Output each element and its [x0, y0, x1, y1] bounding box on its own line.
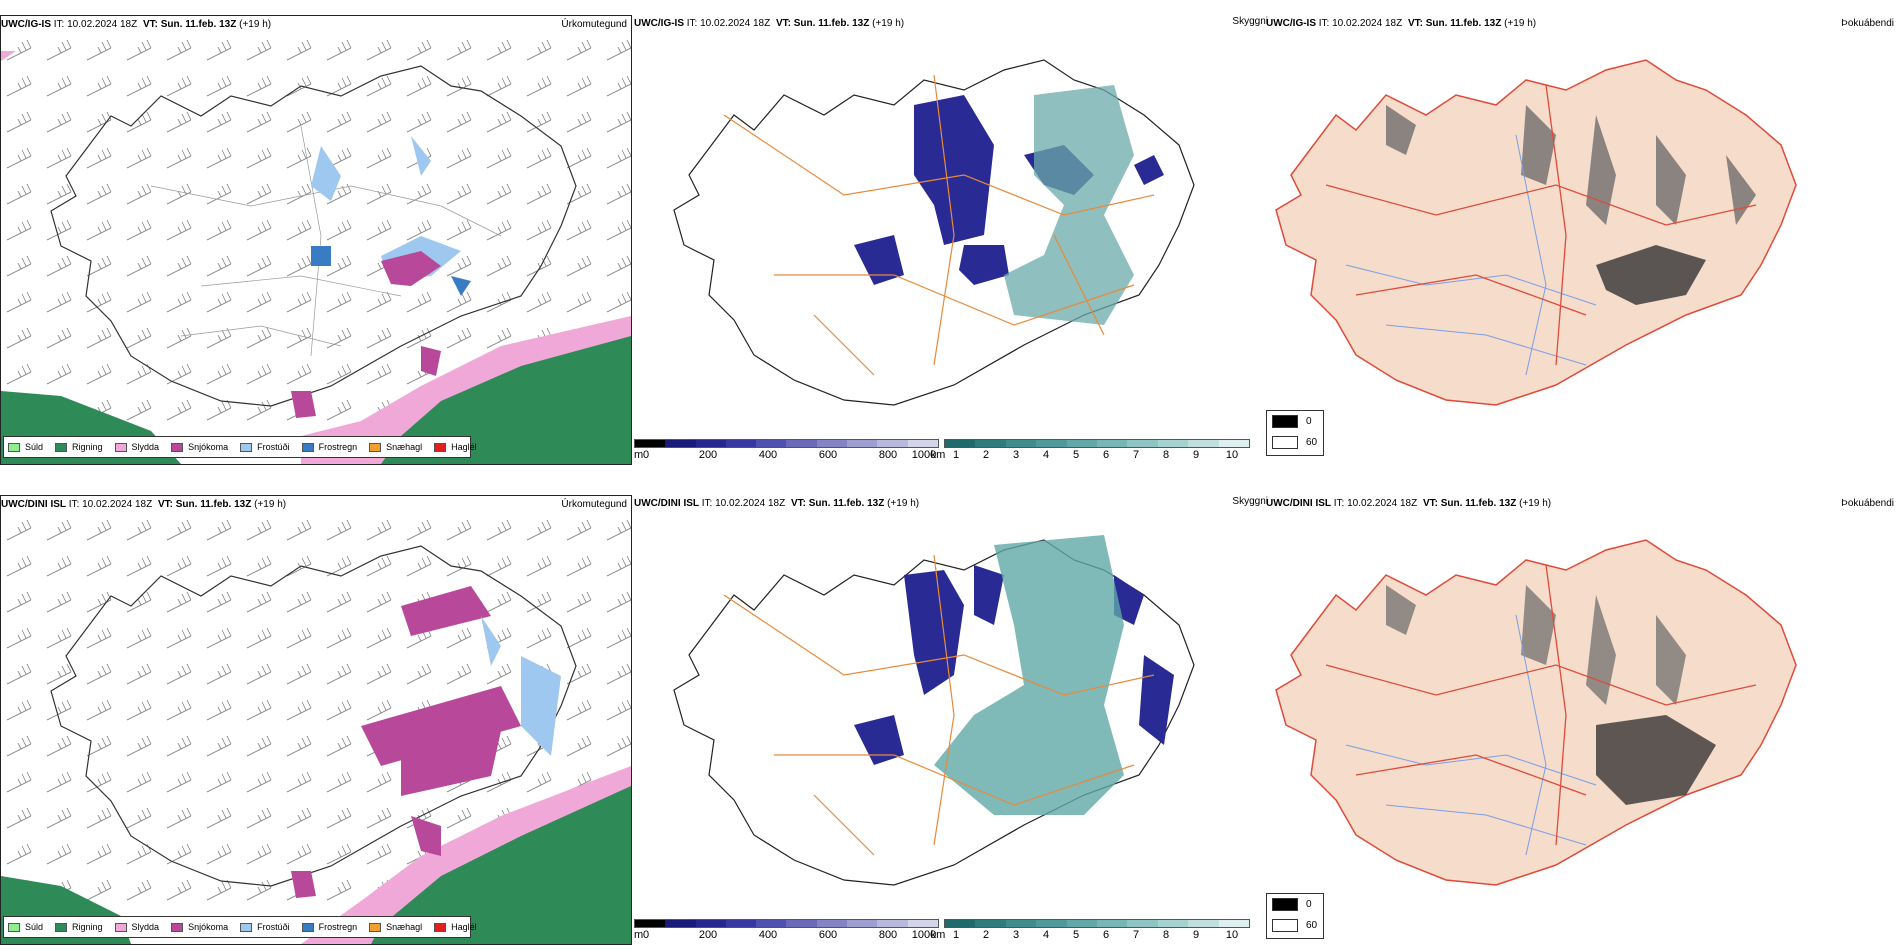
- fog-index-panel-ig: UWC/IG-IS IT: 10.02.2024 18Z VT: Sun. 11…: [1266, 15, 1898, 465]
- precip-map: [1, 36, 631, 464]
- model-name: UWC/IG-IS: [1, 19, 51, 30]
- precip-legend: Súld Rigning Slydda Snjókoma Frostúði Fr…: [3, 916, 477, 938]
- visibility-colorbars: m 0 200 400 600 800 1000 km 1 2 3 4 5 6 …: [634, 919, 1266, 945]
- fog-map: [1275, 539, 1797, 886]
- panel-header: UWC/DINI ISL IT: 10.02.2024 18Z VT: Sun.…: [1, 496, 631, 514]
- precip-map: [1, 516, 631, 944]
- iceland-outline: [50, 65, 577, 407]
- panel-header: UWC/DINI ISL IT: 10.02.2024 18Z VT: Sun.…: [634, 495, 1268, 513]
- precip-legend: Súld Rigning Slydda Snjókoma Frostúði Fr…: [3, 436, 477, 458]
- panel-header: UWC/IG-IS IT: 10.02.2024 18Z VT: Sun. 11…: [634, 15, 1268, 33]
- legend-item-drizzle: Súld: [8, 442, 43, 452]
- visibility-panel-ig: UWC/IG-IS IT: 10.02.2024 18Z VT: Sun. 11…: [634, 15, 1324, 465]
- fog-index-legend: 0 60: [1266, 410, 1324, 456]
- legend-item-snow-pellets: Snæhagl: [369, 442, 422, 452]
- visibility-map: [673, 535, 1195, 886]
- legend-item-sleet: Slydda: [114, 442, 159, 452]
- panel-title: Skyggni: [1232, 16, 1268, 27]
- visibility-colorbars: m 0 200 400 600 800 1000 km 1 2 3 4 5 6 …: [634, 439, 1266, 465]
- colorbar-m: [634, 439, 939, 448]
- panel-title: Úrkomutegund: [561, 499, 627, 510]
- legend-item-freezing-rain: Frostregn: [301, 442, 357, 452]
- panel-title: Úrkomutegund: [561, 19, 627, 30]
- fog-index-panel-dini: UWC/DINI ISL IT: 10.02.2024 18Z VT: Sun.…: [1266, 495, 1898, 945]
- legend-item-hail: Haglél: [434, 442, 477, 452]
- fog-map: [1275, 59, 1797, 406]
- panel-title: Þokuábendi: [1841, 18, 1894, 29]
- visibility-map: [673, 59, 1195, 406]
- panel-header: UWC/IG-IS IT: 10.02.2024 18Z VT: Sun. 11…: [1266, 15, 1898, 33]
- colorbar-km: [944, 439, 1250, 448]
- visibility-panel-dini: UWC/DINI ISL IT: 10.02.2024 18Z VT: Sun.…: [634, 495, 1324, 945]
- legend-item-freezing-drizzle: Frostúði: [240, 442, 290, 452]
- fog-index-legend: 0 60: [1266, 893, 1324, 939]
- legend-item-rain: Rigning: [55, 442, 103, 452]
- panel-header: UWC/DINI ISL IT: 10.02.2024 18Z VT: Sun.…: [1266, 495, 1898, 513]
- legend-item-snow: Snjókoma: [171, 442, 228, 452]
- precip-type-panel-ig: UWC/IG-IS IT: 10.02.2024 18Z VT: Sun. 11…: [0, 15, 632, 465]
- model-name: UWC/DINI ISL: [1, 499, 66, 510]
- panel-title: Þokuábendi: [1841, 498, 1894, 509]
- panel-header: UWC/IG-IS IT: 10.02.2024 18Z VT: Sun. 11…: [1, 16, 631, 34]
- panel-title: Skyggni: [1232, 496, 1268, 507]
- precip-type-panel-dini: UWC/DINI ISL IT: 10.02.2024 18Z VT: Sun.…: [0, 495, 632, 945]
